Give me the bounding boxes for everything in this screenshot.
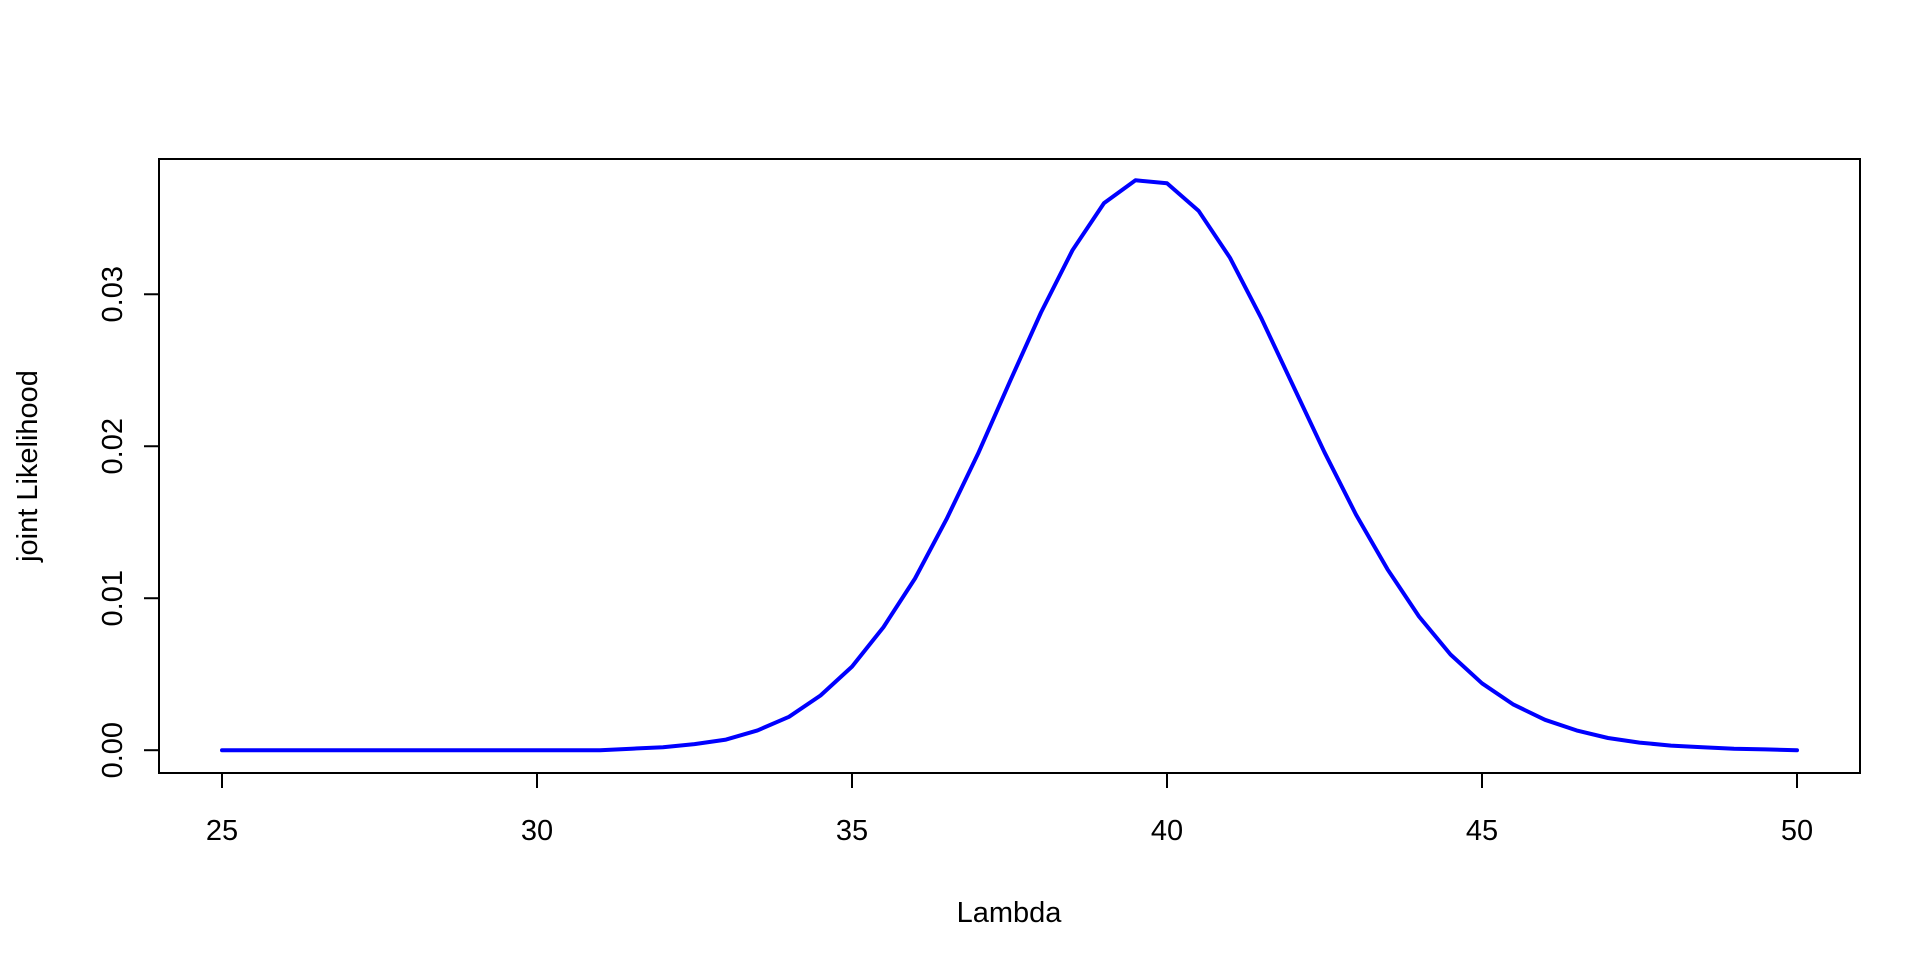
x-axis-title: Lambda — [957, 897, 1063, 929]
x-tick-label: 25 — [206, 815, 238, 847]
x-tick-label: 45 — [1466, 815, 1498, 847]
y-tick-label: 0.03 — [97, 266, 129, 322]
likelihood-curve — [220, 178, 1799, 753]
x-tick-label: 30 — [521, 815, 553, 847]
plot-frame — [158, 158, 1861, 774]
y-tick-label: 0.02 — [97, 418, 129, 474]
x-tick-label: 35 — [836, 815, 868, 847]
x-axis: 25 30 35 40 45 50 — [206, 772, 1813, 847]
series-layer — [220, 178, 1799, 753]
x-tick-label: 50 — [1781, 815, 1813, 847]
x-tick-label: 40 — [1151, 815, 1183, 847]
y-axis: 0.00 0.01 0.02 0.03 — [97, 266, 160, 778]
y-tick-label: 0.00 — [97, 722, 129, 778]
y-tick-label: 0.01 — [97, 570, 129, 626]
y-axis-title: joint Likelihood — [12, 370, 44, 563]
